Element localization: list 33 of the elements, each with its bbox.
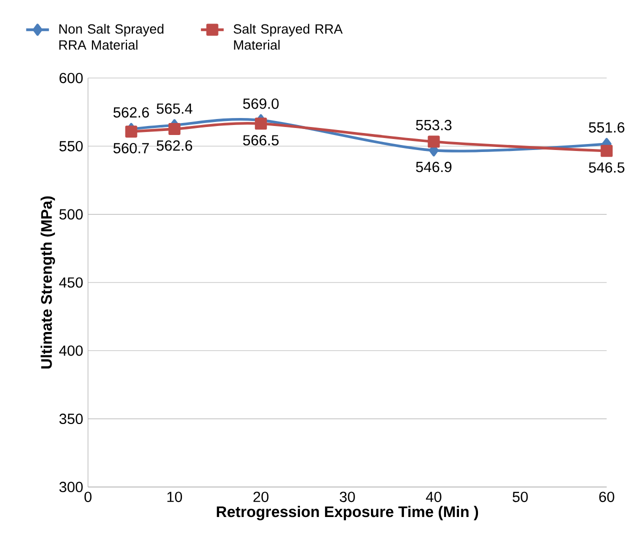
y-tick-label: 600	[60, 72, 83, 84]
x-tick-label: 10	[167, 492, 182, 502]
data-label: 553.3	[416, 120, 452, 130]
point	[600, 144, 613, 157]
point	[125, 126, 138, 138]
y-tick-label: 350	[59, 414, 83, 424]
point	[254, 118, 267, 130]
y-tick-label: 450	[59, 277, 83, 288]
x-tick-label: 40	[426, 492, 442, 502]
y-axis-title: Ultimate Strength (MPa)	[40, 196, 55, 368]
x-axis-title: Retrogression Exposure Time (Min )	[216, 506, 478, 520]
x-tick-label: 30	[340, 492, 355, 502]
data-label: 566.5	[243, 135, 279, 146]
legend-label: Salt Sprayed RRA Material	[234, 24, 343, 50]
x-tick-label: 60	[599, 492, 614, 502]
data-label: 560.7	[113, 142, 149, 154]
point	[168, 122, 180, 135]
x-tick-label: 0	[84, 492, 92, 502]
data-label: 546.5	[588, 162, 624, 173]
y-tick-label: 500	[59, 209, 83, 220]
data-label: 562.6	[113, 107, 149, 118]
legend-label: Non Salt Sprayed RRA Material	[59, 24, 164, 50]
y-tick-label: 300	[59, 482, 83, 492]
data-label: 546.9	[416, 162, 452, 172]
x-tick-label: 50	[512, 492, 528, 502]
x-tick-label: 20	[253, 492, 268, 502]
data-label: 565.4	[156, 103, 192, 114]
data-label: 569.0	[243, 98, 279, 109]
y-tick-label: 550	[59, 140, 83, 152]
point	[428, 136, 440, 148]
y-tick-label: 400	[59, 345, 83, 356]
data-label: 562.6	[156, 140, 192, 151]
data-label: 551.6	[588, 122, 624, 133]
